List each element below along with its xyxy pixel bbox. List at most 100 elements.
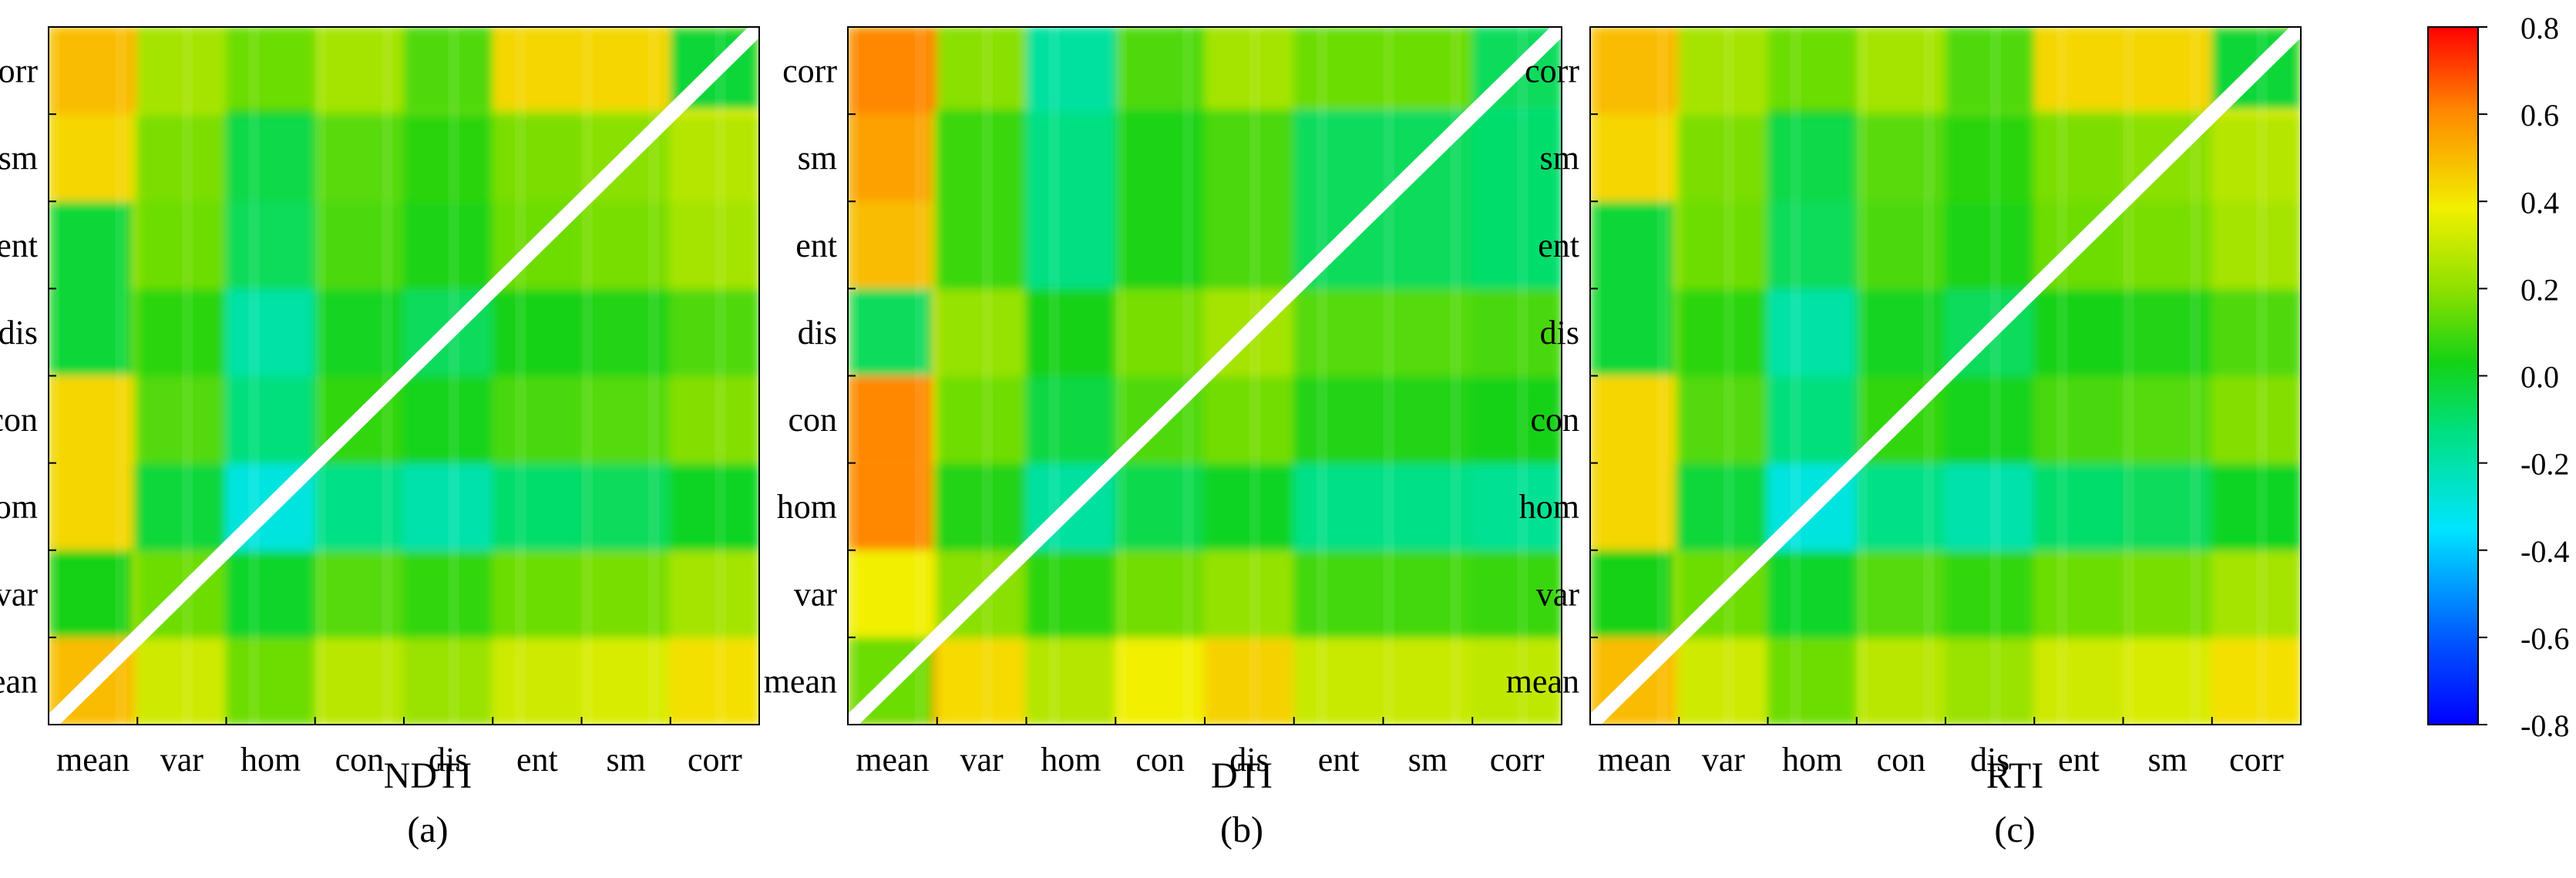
heatmap-strip-cell xyxy=(404,27,493,110)
heatmap-cell xyxy=(2122,636,2213,725)
colorbar-tick-label: 0.2 xyxy=(2521,272,2559,307)
heatmap-cell xyxy=(2122,462,2213,551)
heatmap-cell xyxy=(2033,636,2124,725)
diagonal-separator xyxy=(49,27,759,725)
heatmap-cell xyxy=(1204,549,1295,638)
heatmap-cell xyxy=(2211,200,2301,290)
x-tick-label: var xyxy=(1702,741,1746,779)
x-tick-label: hom xyxy=(1041,741,1101,779)
heatmap-strip-cell xyxy=(937,27,1027,110)
y-tick-labels: mean var hom con dis ent sm corr xyxy=(764,26,856,700)
panel-title: RTI xyxy=(1986,755,2043,796)
heatmap-cell xyxy=(1471,200,1562,290)
heatmap-cell xyxy=(1204,113,1295,203)
heatmap-strip-cell xyxy=(581,27,671,110)
y-tick-label: sm xyxy=(798,140,837,177)
x-tick-label: sm xyxy=(606,741,645,779)
heatmap-strip-cell xyxy=(1856,27,1945,110)
y-tick-label: con xyxy=(0,401,38,439)
x-tick-label: mean xyxy=(1598,741,1671,779)
colorbar-tick-label: 0.0 xyxy=(2521,360,2559,395)
heatmap-texture xyxy=(914,27,926,725)
colorbar-gradient xyxy=(2427,26,2479,725)
heatmap-cell xyxy=(2122,200,2213,290)
heatmap-texture xyxy=(181,27,193,725)
y-tick-labels: mean var hom con dis ent sm corr xyxy=(1506,26,1598,700)
x-tick-label: ent xyxy=(516,741,558,779)
heatmap-texture xyxy=(382,27,393,725)
heatmap-cell xyxy=(580,288,671,377)
heatmap-cell xyxy=(1382,288,1474,377)
heatmap-strip-cell xyxy=(1293,27,1384,110)
x-tick-label: var xyxy=(960,741,1004,779)
heatmap-cell xyxy=(314,113,405,203)
heatmap-texture xyxy=(1790,27,1801,725)
heatmap-cell xyxy=(492,113,583,203)
y-tick-label: var xyxy=(1536,575,1580,613)
panel-label: (b) xyxy=(1220,809,1263,850)
heatmap-cell xyxy=(1025,113,1117,203)
heatmap-texture xyxy=(515,27,526,725)
y-tick-label: dis xyxy=(798,314,837,352)
heatmap-strip-cell xyxy=(49,375,133,463)
heatmap-texture xyxy=(248,27,260,725)
heatmap-cell xyxy=(1293,288,1384,377)
heatmap-strip-cell xyxy=(1590,375,1675,463)
heatmap-cell xyxy=(403,462,494,551)
x-tick-label: mean xyxy=(856,741,929,779)
heatmap-cell xyxy=(936,113,1027,203)
heatmap-cell xyxy=(1471,113,1562,203)
heatmap-cell xyxy=(1855,636,1946,725)
heatmap-strip-cell xyxy=(848,201,933,289)
heatmap-cell xyxy=(1855,200,1946,290)
heatmap-cell xyxy=(1293,375,1384,464)
heatmap-cell xyxy=(580,549,671,638)
heatmap-texture xyxy=(1048,27,1060,725)
x-tick-label: corr xyxy=(2229,741,2284,779)
heatmap-strip-cell xyxy=(314,27,404,110)
y-tick-label: con xyxy=(1530,401,1579,439)
heatmap-cell xyxy=(1945,462,2036,551)
heatmap-cell xyxy=(1471,462,1562,551)
heatmap-cell xyxy=(1678,200,1769,290)
heatmap-texture xyxy=(647,27,660,725)
y-tick-label: mean xyxy=(0,662,38,700)
heatmap-texture xyxy=(1856,27,1868,725)
heatmap-cell xyxy=(2211,288,2301,377)
heatmap-cell xyxy=(669,200,759,290)
heatmap-cell xyxy=(1678,113,1769,203)
heatmap-cell xyxy=(1855,288,1946,377)
heatmap-cell xyxy=(225,549,316,638)
heatmap-cell xyxy=(403,200,494,290)
heatmap-cell xyxy=(1293,462,1384,551)
heatmap-texture xyxy=(1450,27,1461,725)
heatmap-cell xyxy=(136,113,227,203)
heatmap-cell xyxy=(580,636,671,725)
heatmap-cell xyxy=(1025,375,1117,464)
heatmap-cell xyxy=(136,288,227,377)
heatmap-cell xyxy=(136,636,227,725)
heatmap-plot-area xyxy=(48,26,760,725)
heatmap-cell xyxy=(492,636,583,725)
heatmap-cell xyxy=(1767,200,1858,290)
heatmap-cell xyxy=(1471,375,1562,464)
heatmap-cell xyxy=(2033,375,2124,464)
heatmap-cell xyxy=(1204,375,1295,464)
heatmap-cell xyxy=(403,113,494,203)
heatmap-texture xyxy=(1115,27,1127,725)
x-tick-label: con xyxy=(1135,741,1185,779)
heatmap-cell xyxy=(1025,636,1117,725)
heatmap-cell xyxy=(225,636,316,725)
heatmap-plot-area xyxy=(847,26,1562,725)
heatmap-cell xyxy=(1025,288,1117,377)
heatmap-cell xyxy=(1382,549,1474,638)
x-tick-label: dis xyxy=(1970,741,2009,779)
y-tick-label: hom xyxy=(777,488,837,526)
heatmap-cell xyxy=(136,375,227,464)
heatmap-cell xyxy=(1855,462,1946,551)
heatmap-cell xyxy=(1115,462,1206,551)
colorbar-tick-label: 0.6 xyxy=(2521,98,2559,133)
y-tick-label: sm xyxy=(1540,140,1579,177)
heatmap-texture xyxy=(581,27,593,725)
heatmap-cell xyxy=(225,288,316,377)
